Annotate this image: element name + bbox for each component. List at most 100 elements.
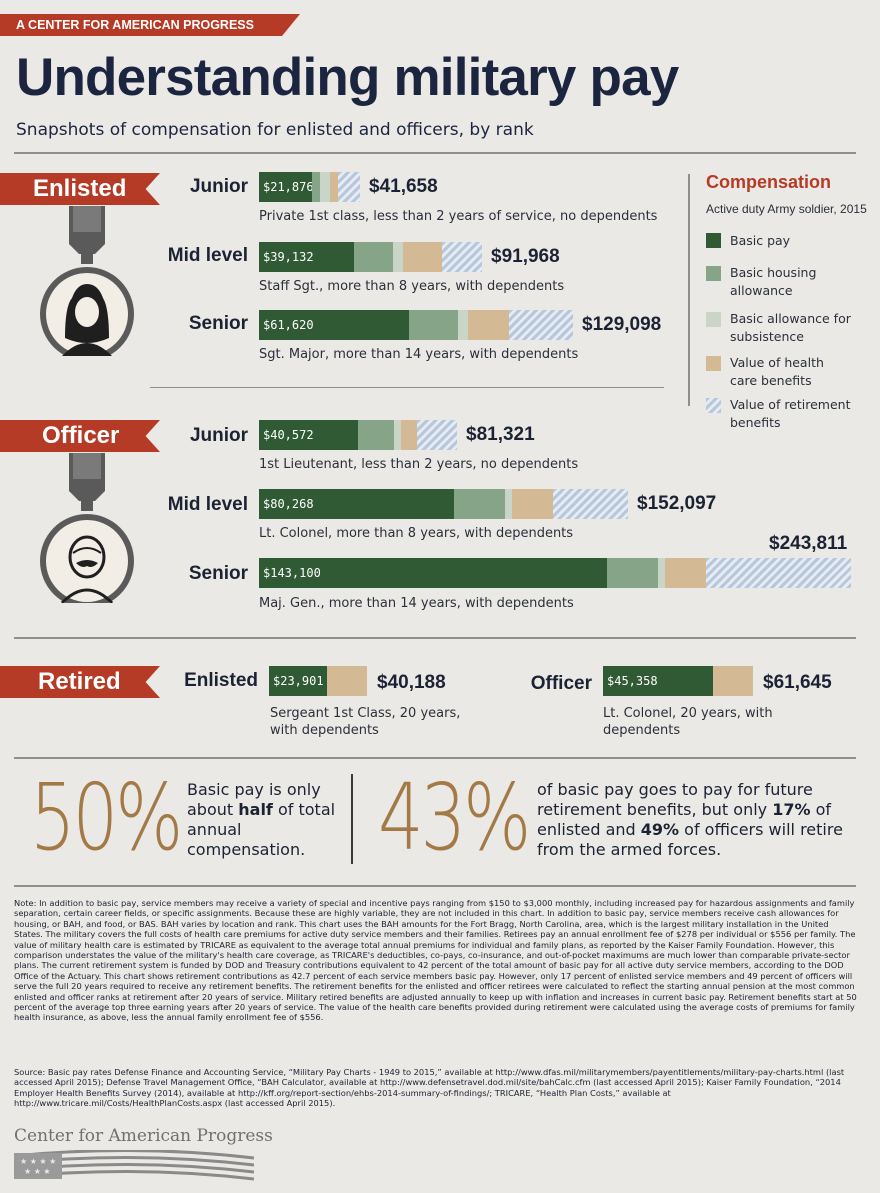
note-text: Note: In addition to basic pay, service … [14,898,857,1023]
divider [14,757,856,759]
total-value-label: $61,645 [763,672,832,693]
bar-segment-basic-pay: $40,572 [259,420,358,450]
rank-label: Senior [188,313,248,334]
bar-segment-value-of-retirement-benefits [338,172,360,202]
row-description: Sgt. Major, more than 14 years, with dep… [259,347,579,362]
basic-pay-value-label: $45,358 [607,674,658,688]
bar-segment-value-of-retirement-benefits [706,558,851,588]
cap-logo-text: Center for American Progress [14,1126,273,1146]
fact-percent-left: 50% [30,764,183,871]
rank-label: Mid level [167,245,248,266]
divider [14,885,856,887]
bar-segment-value-of-retirement-benefits [417,420,457,450]
fact-left-text: Basic pay is only about half of total an… [187,780,336,859]
bar-segment-basic-allowance-for-subsistence [394,420,401,450]
section-tag-retired: Retired [0,666,160,698]
basic-pay-value-label: $23,901 [273,674,324,688]
officer-medal-icon [40,453,134,603]
bar-segment-value-of-health-care-benefits [403,242,442,272]
bar-segment-basic-pay: $39,132 [259,242,354,272]
bar-segment-value-of-retirement-benefits [553,489,628,519]
total-value-label: $129,098 [582,314,662,335]
total-value-label: $152,097 [637,493,717,514]
legend-swatch [706,356,721,371]
bar-segment-basic-housing-allowance [358,420,394,450]
page-subtitle: Snapshots of compensation for enlisted a… [16,120,534,140]
bar-segment-basic-pay: $80,268 [259,489,454,519]
legend-swatch [706,266,721,281]
bar-segment-value-of-retirement-benefits [509,310,573,340]
legend-item: Basic allowance for subsistence [730,311,851,344]
section-tag-enlisted: Enlisted [0,173,160,205]
bar-segment-value-of-retirement-benefits [442,242,482,272]
total-value-label: $91,968 [491,246,560,267]
row-description: Lt. Colonel, more than 8 years, with dep… [259,526,574,541]
bar-segment-basic-housing-allowance [354,242,393,272]
row-description: Private 1st class, less than 2 years of … [259,209,658,224]
row-description: Sergeant 1st Class, 20 years, with depen… [270,706,461,738]
divider [150,387,664,388]
kicker-banner: A CENTER FOR AMERICAN PROGRESS GRAPHIC [0,14,300,36]
fact-divider [351,774,353,864]
bar-segment-basic-allowance-for-subsistence [458,310,468,340]
basic-pay-value-label: $21,876 [263,180,314,194]
bar-segment-basic-housing-allowance [607,558,658,588]
svg-text:★ ★ ★ ★: ★ ★ ★ ★ [20,1157,56,1166]
total-value-label: $41,658 [369,176,438,197]
legend-swatch [706,312,721,327]
page-title: Understanding military pay [16,48,679,107]
row-description: Lt. Colonel, 20 years, with dependents [603,706,773,738]
row-description: 1st Lieutenant, less than 2 years, no de… [259,457,579,472]
bar-segment-value-of-health-care-benefits [327,666,367,696]
rank-label: Junior [189,176,248,197]
bar-segment-value-of-health-care-benefits [713,666,753,696]
legend-swatch [706,233,721,248]
legend-item: Value of retirement benefits [730,397,851,430]
legend-subtitle: Active duty Army soldier, 2015 [706,202,867,216]
rank-label: Senior [188,563,248,584]
bar-segment-basic-allowance-for-subsistence [393,242,403,272]
divider [14,152,856,154]
legend-title: Compensation [706,172,832,192]
bar-segment-basic-housing-allowance [409,310,458,340]
bar-segment-basic-pay: $21,876 [259,172,314,202]
bar-segment-basic-pay: $61,620 [259,310,409,340]
divider [14,637,856,639]
total-value-label: $81,321 [466,424,535,445]
legend-swatch [706,398,721,413]
row-description: Staff Sgt., more than 8 years, with depe… [259,279,565,294]
rank-label: Mid level [167,494,248,515]
total-value-label: $40,188 [377,672,446,693]
rank-label: Junior [189,425,248,446]
fact-right-text: of basic pay goes to pay for future reti… [537,780,843,859]
rank-label: Enlisted [184,670,258,691]
bar-segment-basic-housing-allowance [454,489,505,519]
basic-pay-value-label: $39,132 [263,250,314,264]
bar-segment-value-of-health-care-benefits [330,172,338,202]
legend-item: Value of health care benefits [730,355,824,388]
basic-pay-value-label: $143,100 [263,566,321,580]
bar-segment-basic-allowance-for-subsistence [505,489,512,519]
bar-segment-basic-pay: $23,901 [269,666,327,696]
rank-label: Officer [530,673,592,694]
bar-segment-basic-housing-allowance [312,172,320,202]
svg-text:★ ★ ★: ★ ★ ★ [24,1167,51,1176]
basic-pay-value-label: $40,572 [263,428,314,442]
bar-segment-value-of-health-care-benefits [468,310,509,340]
bar-segment-value-of-health-care-benefits [401,420,417,450]
bar-segment-basic-pay: $45,358 [603,666,713,696]
enlisted-medal-icon [40,206,134,356]
source-text: Source: Basic pay rates Defense Finance … [14,1067,845,1109]
basic-pay-value-label: $80,268 [263,497,314,511]
bar-segment-basic-allowance-for-subsistence [320,172,330,202]
bar-segment-value-of-health-care-benefits [665,558,706,588]
bar-segment-value-of-health-care-benefits [512,489,553,519]
fact-percent-right: 43% [378,764,531,871]
total-value-label: $243,811 [769,533,848,554]
legend-item: Basic pay [730,233,791,248]
flag-stripes-logo-icon: ★ ★ ★ ★ ★ ★ ★ [14,1150,254,1181]
legend-item: Basic housing allowance [730,265,817,298]
bar-segment-basic-allowance-for-subsistence [658,558,665,588]
basic-pay-value-label: $61,620 [263,318,314,332]
section-tag-officer: Officer [0,420,160,452]
